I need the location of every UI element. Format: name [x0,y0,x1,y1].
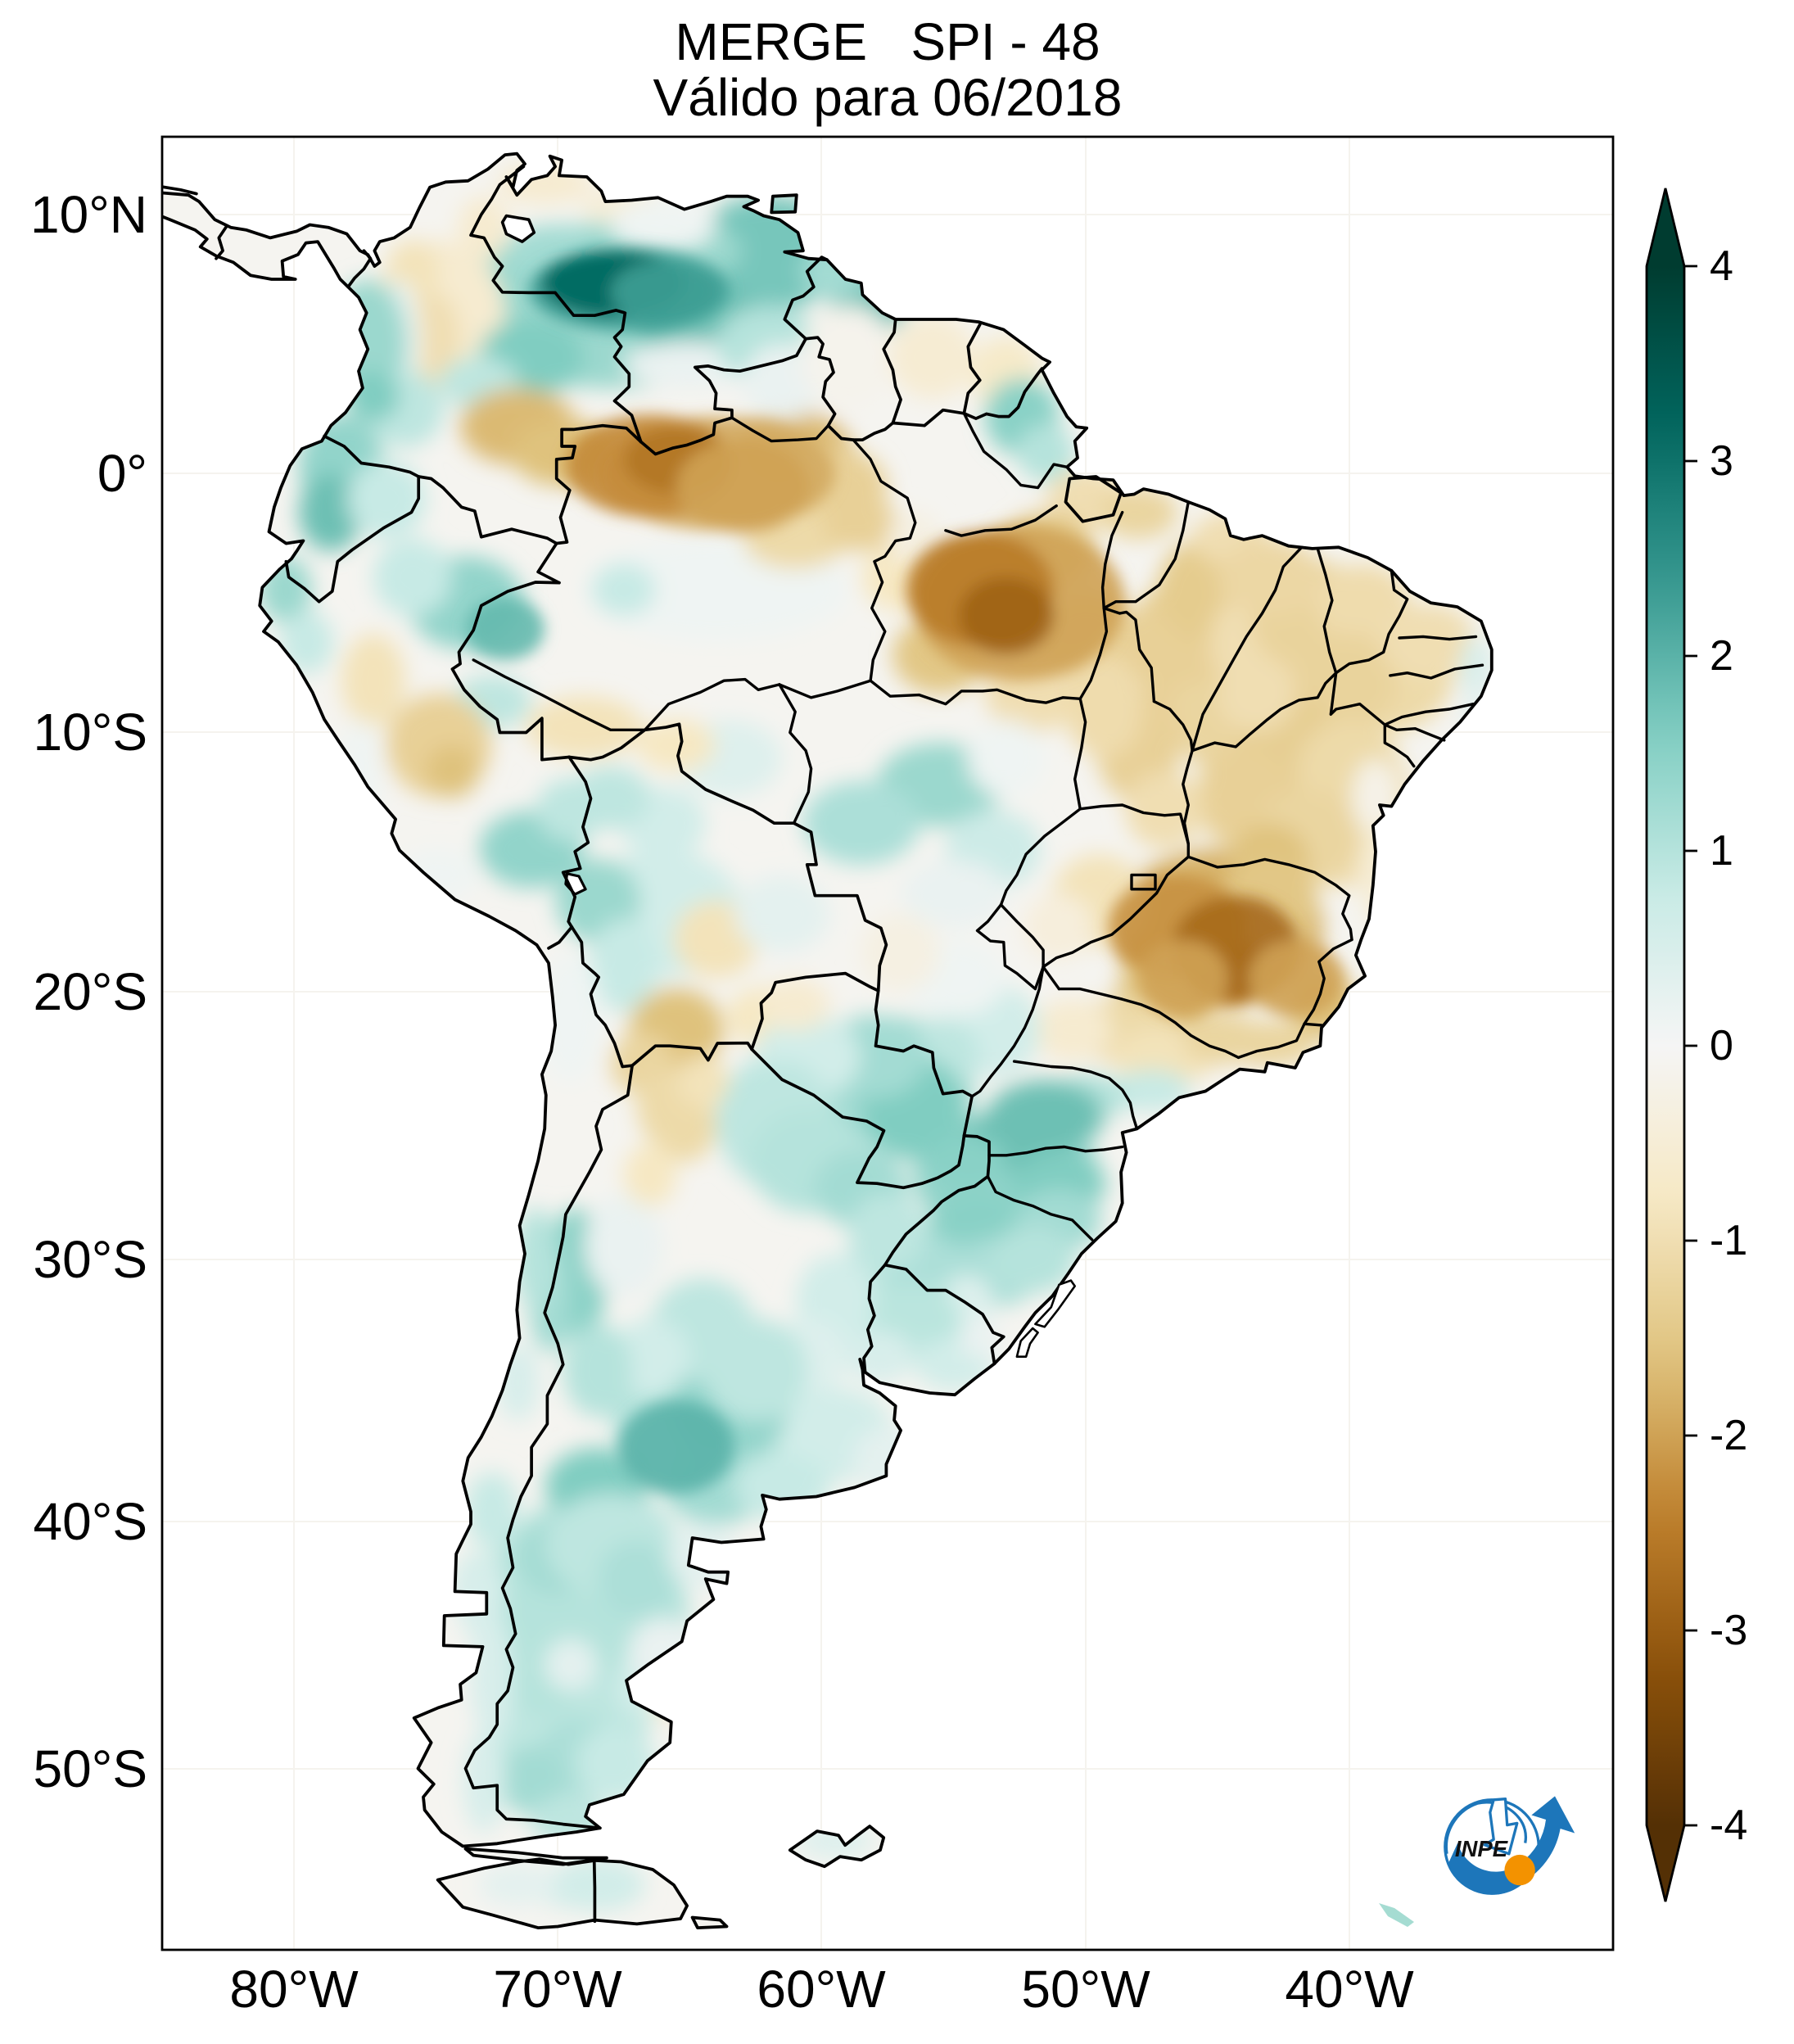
svg-text:30°S: 30°S [34,1230,147,1289]
svg-text:70°W: 70°W [493,1960,622,2019]
svg-text:20°S: 20°S [34,962,147,1021]
svg-text:10°N: 10°N [30,185,147,244]
svg-text:2: 2 [1710,632,1733,680]
svg-text:0°: 0° [97,444,147,503]
svg-text:-2: -2 [1710,1412,1747,1459]
svg-text:-1: -1 [1710,1217,1747,1264]
svg-text:50°S: 50°S [34,1739,147,1798]
svg-text:40°S: 40°S [34,1492,147,1551]
svg-text:50°W: 50°W [1021,1960,1150,2019]
svg-text:4: 4 [1710,242,1733,290]
svg-text:-3: -3 [1710,1607,1747,1654]
svg-text:10°S: 10°S [34,703,147,762]
svg-text:0: 0 [1710,1022,1733,1069]
svg-text:-4: -4 [1710,1802,1747,1849]
svg-text:80°W: 80°W [229,1960,359,2019]
svg-text:Válido para 06/2018: Válido para 06/2018 [653,68,1123,127]
svg-text:INPE: INPE [1455,1836,1509,1861]
svg-text:MERGE SPI - 48: MERGE SPI - 48 [675,12,1100,71]
svg-text:40°W: 40°W [1285,1960,1414,2019]
svg-text:3: 3 [1710,437,1733,485]
svg-text:60°W: 60°W [757,1960,886,2019]
svg-text:1: 1 [1710,827,1733,875]
